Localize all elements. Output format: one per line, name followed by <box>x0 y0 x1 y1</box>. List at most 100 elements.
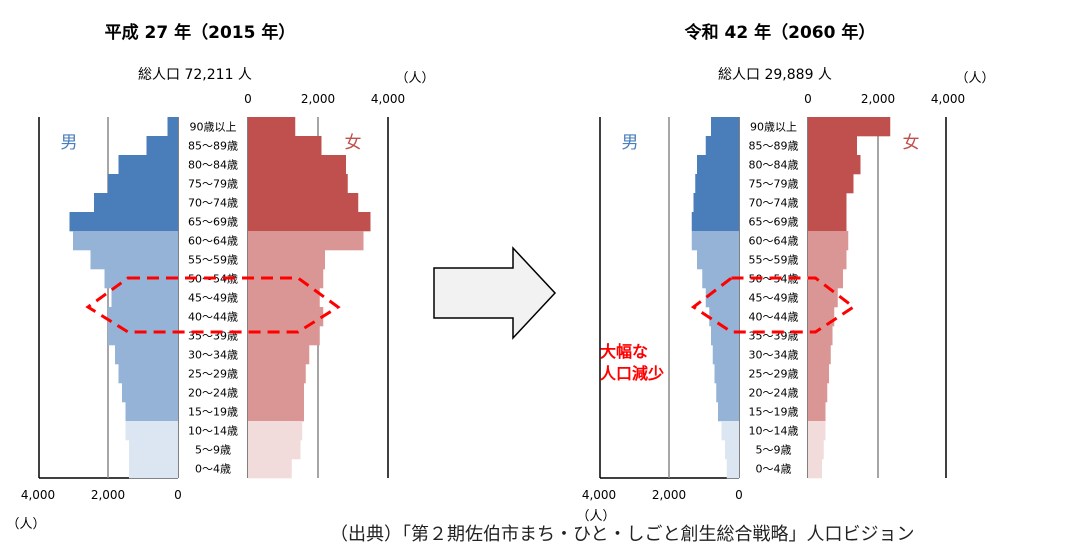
age-group-label: 45～49歳 <box>188 292 238 305</box>
male-bar <box>108 174 178 194</box>
age-highlight-box <box>85 276 341 334</box>
female-bar <box>248 136 322 156</box>
female-bar <box>248 250 325 270</box>
age-group-label: 40～44歳 <box>749 311 799 324</box>
male-bar <box>118 364 178 384</box>
male-bar <box>125 421 178 441</box>
female-tick-label: 4,000 <box>371 92 405 106</box>
unit-label-top: （人） <box>395 71 434 86</box>
age-group-label: 15～19歳 <box>749 406 799 419</box>
female-bar <box>808 231 849 251</box>
male-bar <box>726 459 739 479</box>
male-bar <box>697 155 739 175</box>
age-group-label: 0～4歳 <box>195 463 231 476</box>
age-group-label: 25～29歳 <box>188 368 238 381</box>
right-arrow-icon <box>433 246 557 340</box>
male-label: 男 <box>622 133 639 153</box>
male-bar <box>711 117 739 137</box>
age-group-label: 30～34歳 <box>188 349 238 362</box>
female-tick-label: 2,000 <box>301 92 335 106</box>
male-tick-label: 4,000 <box>21 488 55 502</box>
male-label: 男 <box>61 133 78 153</box>
female-bar <box>248 193 359 213</box>
male-bar <box>714 364 739 384</box>
male-bar <box>709 307 739 327</box>
age-group-label: 30～34歳 <box>749 349 799 362</box>
female-bar <box>808 364 829 384</box>
female-bar <box>808 288 838 308</box>
unit-label-top: （人） <box>955 71 994 86</box>
pyramid-2060: 令和 42 年（2060 年） 総人口 29,889 人 （人） 90歳以上 85～89… <box>576 22 994 524</box>
age-group-label: 80～84歳 <box>749 159 799 172</box>
total-population: 総人口 29,889 人 <box>718 67 832 83</box>
male-bar <box>716 383 739 403</box>
female-bar <box>808 212 847 232</box>
age-group-label: 25～29歳 <box>749 368 799 381</box>
age-group-label: 65～69歳 <box>749 216 799 229</box>
male-tick-label: 0 <box>174 488 182 502</box>
female-bar <box>248 288 320 308</box>
female-bar <box>248 364 306 384</box>
female-bar <box>248 459 292 479</box>
age-group-label: 5～9歳 <box>195 444 231 457</box>
male-bar <box>167 117 178 137</box>
female-bar <box>808 402 826 422</box>
chart-title: 平成 27 年（2015 年） <box>105 22 296 43</box>
female-bar <box>808 174 854 194</box>
male-tick-label: 2,000 <box>652 488 686 502</box>
male-bar <box>718 402 739 422</box>
age-group-label: 85～89歳 <box>188 140 238 153</box>
female-bar <box>248 440 301 460</box>
male-bar <box>73 231 178 251</box>
male-bar <box>711 326 739 346</box>
age-group-label: 65～69歳 <box>188 216 238 229</box>
female-bar <box>808 345 831 365</box>
male-bar <box>725 440 739 460</box>
male-bar <box>146 136 178 156</box>
age-group-label: 15～19歳 <box>188 406 238 419</box>
female-bar <box>808 383 828 403</box>
total-population: 総人口 72,211 人 <box>138 67 252 83</box>
female-tick-label: 0 <box>804 92 812 106</box>
male-bar <box>108 307 178 327</box>
age-group-label: 0～4歳 <box>756 463 792 476</box>
age-group-label: 45～49歳 <box>749 292 799 305</box>
female-bar <box>808 136 857 156</box>
female-bar <box>248 231 364 251</box>
age-group-label: 80～84歳 <box>188 159 238 172</box>
female-bar <box>808 440 824 460</box>
age-group-label: 5～9歳 <box>756 444 792 457</box>
age-group-label: 20～24歳 <box>749 387 799 400</box>
age-group-label: 10～14歳 <box>188 425 238 438</box>
age-group-label: 40～44歳 <box>188 311 238 324</box>
male-bar <box>697 250 739 270</box>
male-bar <box>721 421 739 441</box>
male-bar <box>693 193 739 213</box>
male-bar <box>129 459 178 479</box>
female-label: 女 <box>345 133 362 153</box>
male-bar <box>122 383 178 403</box>
female-tick-label: 0 <box>244 92 252 106</box>
male-bar <box>118 155 178 175</box>
male-bar <box>705 136 739 156</box>
female-bar <box>248 402 304 422</box>
age-group-label: 90歳以上 <box>190 121 237 134</box>
female-bar <box>808 250 847 270</box>
male-bar <box>104 269 178 289</box>
female-bar <box>808 193 847 213</box>
female-label: 女 <box>903 133 920 153</box>
female-bar <box>808 117 891 137</box>
pyramid-2015: 平成 27 年（2015 年） 総人口 72,211 人 （人） 90歳以上 85～89… <box>6 22 434 532</box>
age-group-label: 75～79歳 <box>188 178 238 191</box>
male-bar <box>115 345 178 365</box>
female-bar <box>248 212 371 232</box>
age-group-label: 70～74歳 <box>188 197 238 210</box>
male-bar <box>94 193 178 213</box>
male-bar <box>108 326 178 346</box>
unit-label-bottom: （人） <box>576 509 615 524</box>
female-bar <box>808 155 861 175</box>
female-bar <box>808 459 822 479</box>
age-group-label: 70～74歳 <box>749 197 799 210</box>
age-group-label: 20～24歳 <box>188 387 238 400</box>
chart-title: 令和 42 年（2060 年） <box>685 22 876 43</box>
